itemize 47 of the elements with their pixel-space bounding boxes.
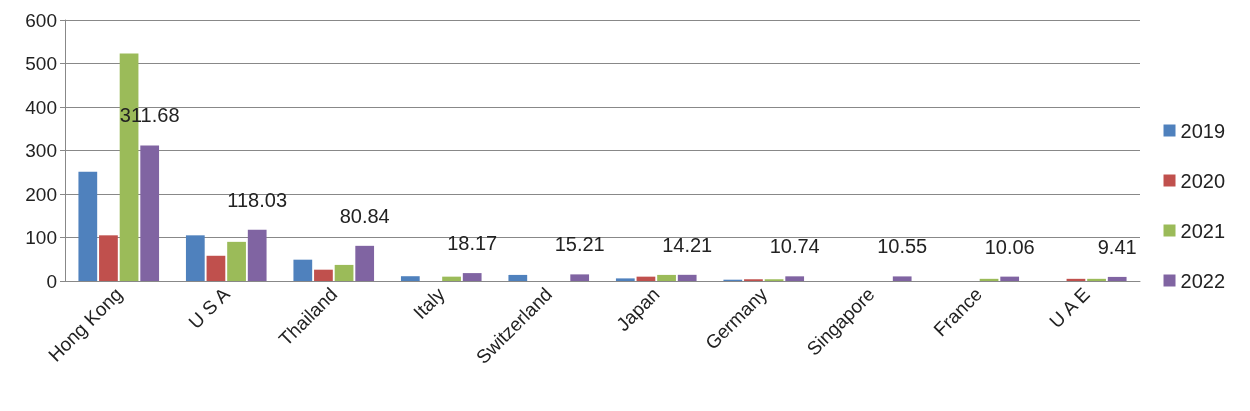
data-label: 10.06 [984, 235, 1035, 258]
bar [99, 235, 118, 281]
y-tick-label: 100 [25, 227, 57, 248]
data-label: 80.84 [339, 204, 390, 227]
bar [785, 276, 805, 281]
y-tick-label: 300 [25, 140, 57, 161]
bar [462, 273, 482, 281]
legend-label: 2022 [1180, 269, 1226, 292]
bar [206, 255, 226, 281]
x-tick-label: Italy [409, 283, 450, 324]
y-tick-label: 400 [25, 96, 57, 118]
bar [78, 171, 98, 281]
bar [677, 274, 697, 281]
bar [570, 274, 590, 281]
bar [1087, 278, 1106, 281]
y-tick-label: 200 [25, 183, 57, 205]
data-label: 18.17 [447, 232, 498, 255]
bar [293, 259, 313, 281]
bar [227, 241, 246, 281]
data-label: 10.55 [877, 235, 928, 258]
bar [615, 278, 635, 281]
bar [892, 276, 912, 281]
bar [185, 235, 205, 281]
y-tick-label: 500 [25, 53, 57, 74]
bar [657, 274, 676, 281]
legend-label: 2021 [1180, 219, 1226, 242]
data-label: 9.41 [1097, 235, 1137, 258]
bar [1107, 276, 1127, 281]
bar [140, 145, 160, 281]
bar [314, 269, 333, 281]
data-label: 14.21 [662, 233, 713, 256]
legend-label: 2020 [1180, 169, 1226, 192]
data-label: 10.74 [769, 235, 820, 258]
y-tick-label: 0 [46, 270, 57, 292]
bar [442, 276, 461, 281]
y-tick-label: 600 [25, 9, 57, 31]
data-label: 118.03 [227, 188, 288, 211]
bar [1000, 276, 1020, 281]
bar [508, 274, 528, 281]
data-label: 15.21 [554, 233, 605, 256]
x-tick-label: U A E [1045, 283, 1094, 333]
legend-label: 2019 [1180, 119, 1226, 142]
x-tick-label: U S A [184, 283, 234, 333]
bar [334, 264, 354, 281]
bar [355, 245, 375, 281]
bar [400, 276, 420, 281]
bar [247, 229, 267, 281]
